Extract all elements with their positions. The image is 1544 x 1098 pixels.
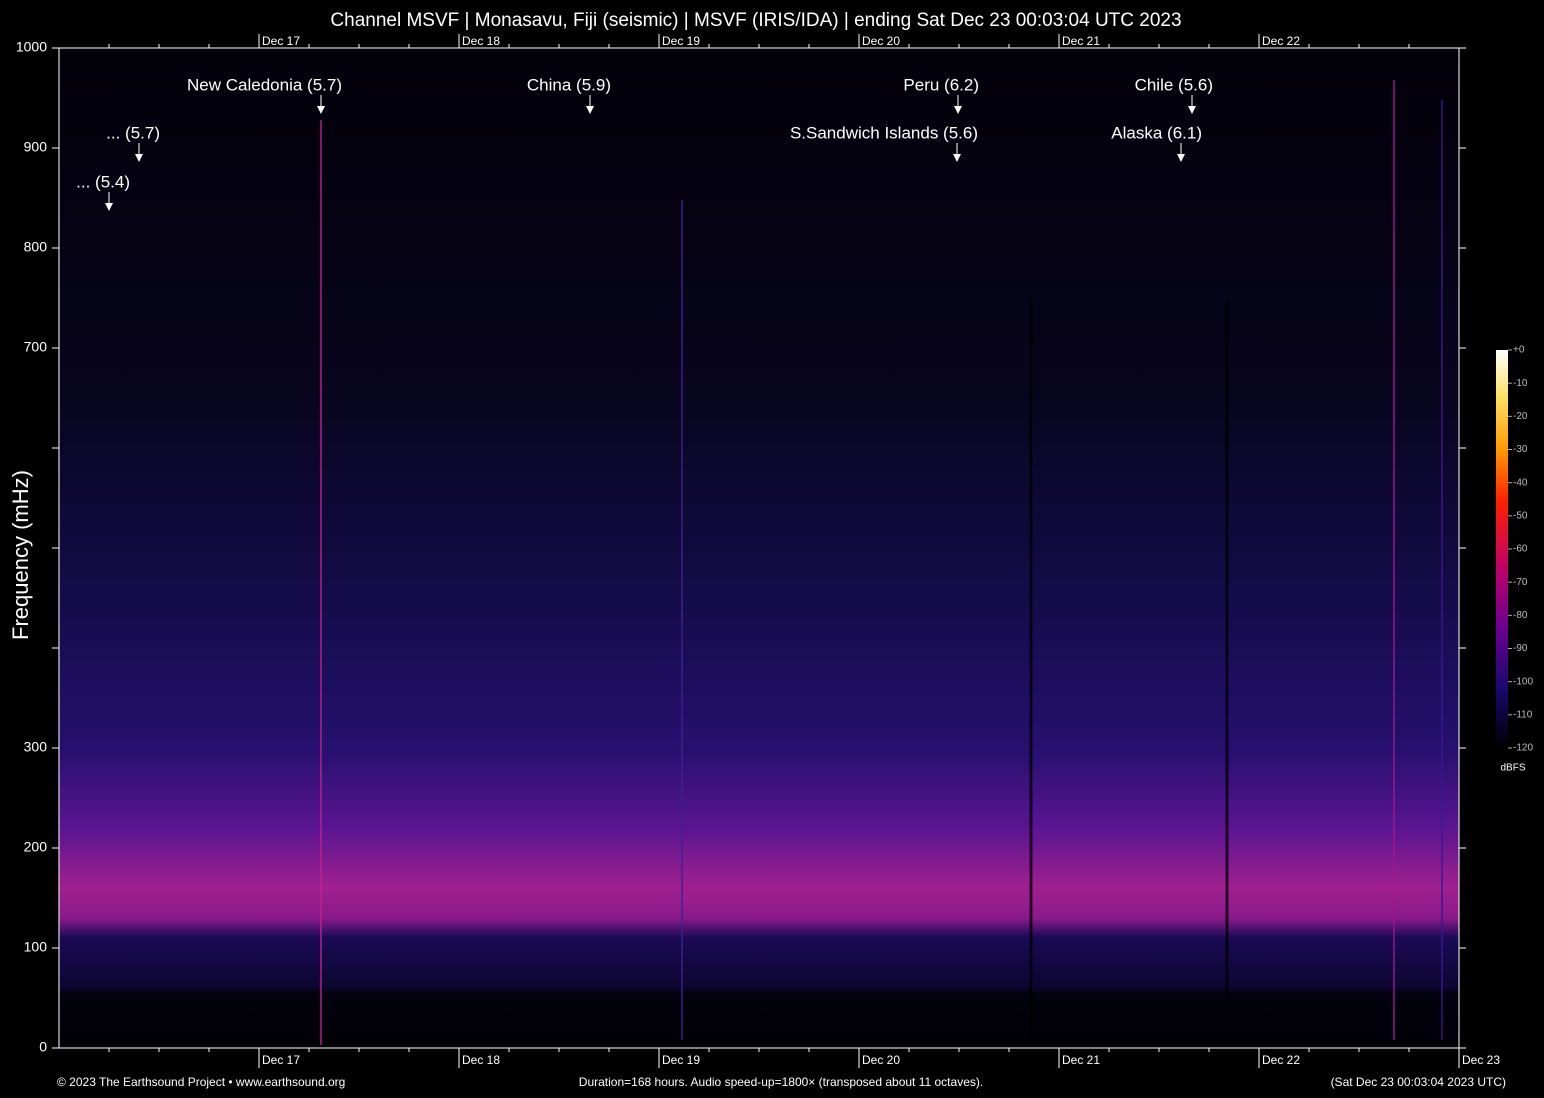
x-tick-label-top: Dec 18 bbox=[462, 34, 500, 48]
event-label: Alaska (6.1) bbox=[1111, 123, 1202, 142]
x-tick-label-top: Dec 17 bbox=[262, 34, 300, 48]
event-streaks bbox=[320, 80, 1443, 1045]
y-axis-label: Frequency (mHz) bbox=[8, 470, 33, 640]
colorbar-tick-label: -120 bbox=[1513, 743, 1533, 754]
y-tick-label: 800 bbox=[24, 239, 48, 255]
x-tick-label-top: Dec 20 bbox=[862, 34, 900, 48]
x-tick-label: Dec 18 bbox=[462, 1053, 500, 1067]
x-tick-label: Dec 21 bbox=[1062, 1053, 1100, 1067]
event-arrowhead bbox=[953, 154, 961, 162]
colorbar-tick-label: -40 bbox=[1513, 477, 1528, 488]
colorbar-tick-label: +0 bbox=[1513, 345, 1525, 356]
colorbar-tick-label: -80 bbox=[1513, 610, 1528, 621]
colorbar bbox=[1496, 350, 1508, 748]
colorbar-label: dBFS bbox=[1500, 763, 1525, 774]
y-tick-label: 700 bbox=[24, 339, 48, 355]
colorbar-tick-label: -30 bbox=[1513, 444, 1528, 455]
event-label: Peru (6.2) bbox=[903, 75, 979, 94]
footer-center: Duration=168 hours. Audio speed-up=1800×… bbox=[579, 1075, 983, 1089]
event-label: New Caledonia (5.7) bbox=[187, 75, 342, 94]
event-label: Chile (5.6) bbox=[1135, 75, 1213, 94]
y-tick-label: 1000 bbox=[16, 39, 47, 55]
x-tick-label-top: Dec 21 bbox=[1062, 34, 1100, 48]
event-label: S.Sandwich Islands (5.6) bbox=[790, 123, 978, 142]
footer-right: (Sat Dec 23 00:03:04 2023 UTC) bbox=[1331, 1075, 1506, 1089]
colorbar-tick-label: -60 bbox=[1513, 544, 1528, 555]
y-tick-label: 0 bbox=[39, 1039, 47, 1055]
event-arrowhead bbox=[1177, 154, 1185, 162]
y-tick-label: 900 bbox=[24, 139, 48, 155]
colorbar-tick-label: -90 bbox=[1513, 643, 1528, 654]
x-tick-label-top: Dec 22 bbox=[1262, 34, 1300, 48]
colorbar-tick-label: -20 bbox=[1513, 411, 1528, 422]
event-label: ... (5.4) bbox=[76, 172, 130, 191]
x-tick-label: Dec 22 bbox=[1262, 1053, 1300, 1067]
event-label: ... (5.7) bbox=[106, 123, 160, 142]
y-tick-label: 100 bbox=[24, 939, 48, 955]
x-tick-label: Dec 20 bbox=[862, 1053, 900, 1067]
colorbar-tick-label: -100 bbox=[1513, 676, 1533, 687]
y-tick-label: 200 bbox=[24, 839, 48, 855]
colorbar-tick-label: -50 bbox=[1513, 510, 1528, 521]
chart-title: Channel MSVF | Monasavu, Fiji (seismic) … bbox=[330, 10, 1181, 31]
x-tick-label: Dec 23 bbox=[1462, 1053, 1500, 1067]
colorbar-tick-label: -70 bbox=[1513, 577, 1528, 588]
event-arrowhead bbox=[105, 203, 113, 211]
y-tick-label: 300 bbox=[24, 739, 48, 755]
event-arrowhead bbox=[317, 106, 325, 114]
spectrogram bbox=[59, 48, 1459, 1048]
event-arrowhead bbox=[135, 154, 143, 162]
event-label: China (5.9) bbox=[527, 75, 611, 94]
footer-left: © 2023 The Earthsound Project • www.eart… bbox=[57, 1075, 345, 1089]
x-tick-label: Dec 17 bbox=[262, 1053, 300, 1067]
colorbar-tick-label: -10 bbox=[1513, 378, 1528, 389]
x-tick-label: Dec 19 bbox=[662, 1053, 700, 1067]
event-arrowhead bbox=[954, 106, 962, 114]
event-arrowhead bbox=[586, 106, 594, 114]
colorbar-tick-label: -110 bbox=[1513, 709, 1533, 720]
event-arrowhead bbox=[1188, 106, 1196, 114]
x-tick-label-top: Dec 19 bbox=[662, 34, 700, 48]
